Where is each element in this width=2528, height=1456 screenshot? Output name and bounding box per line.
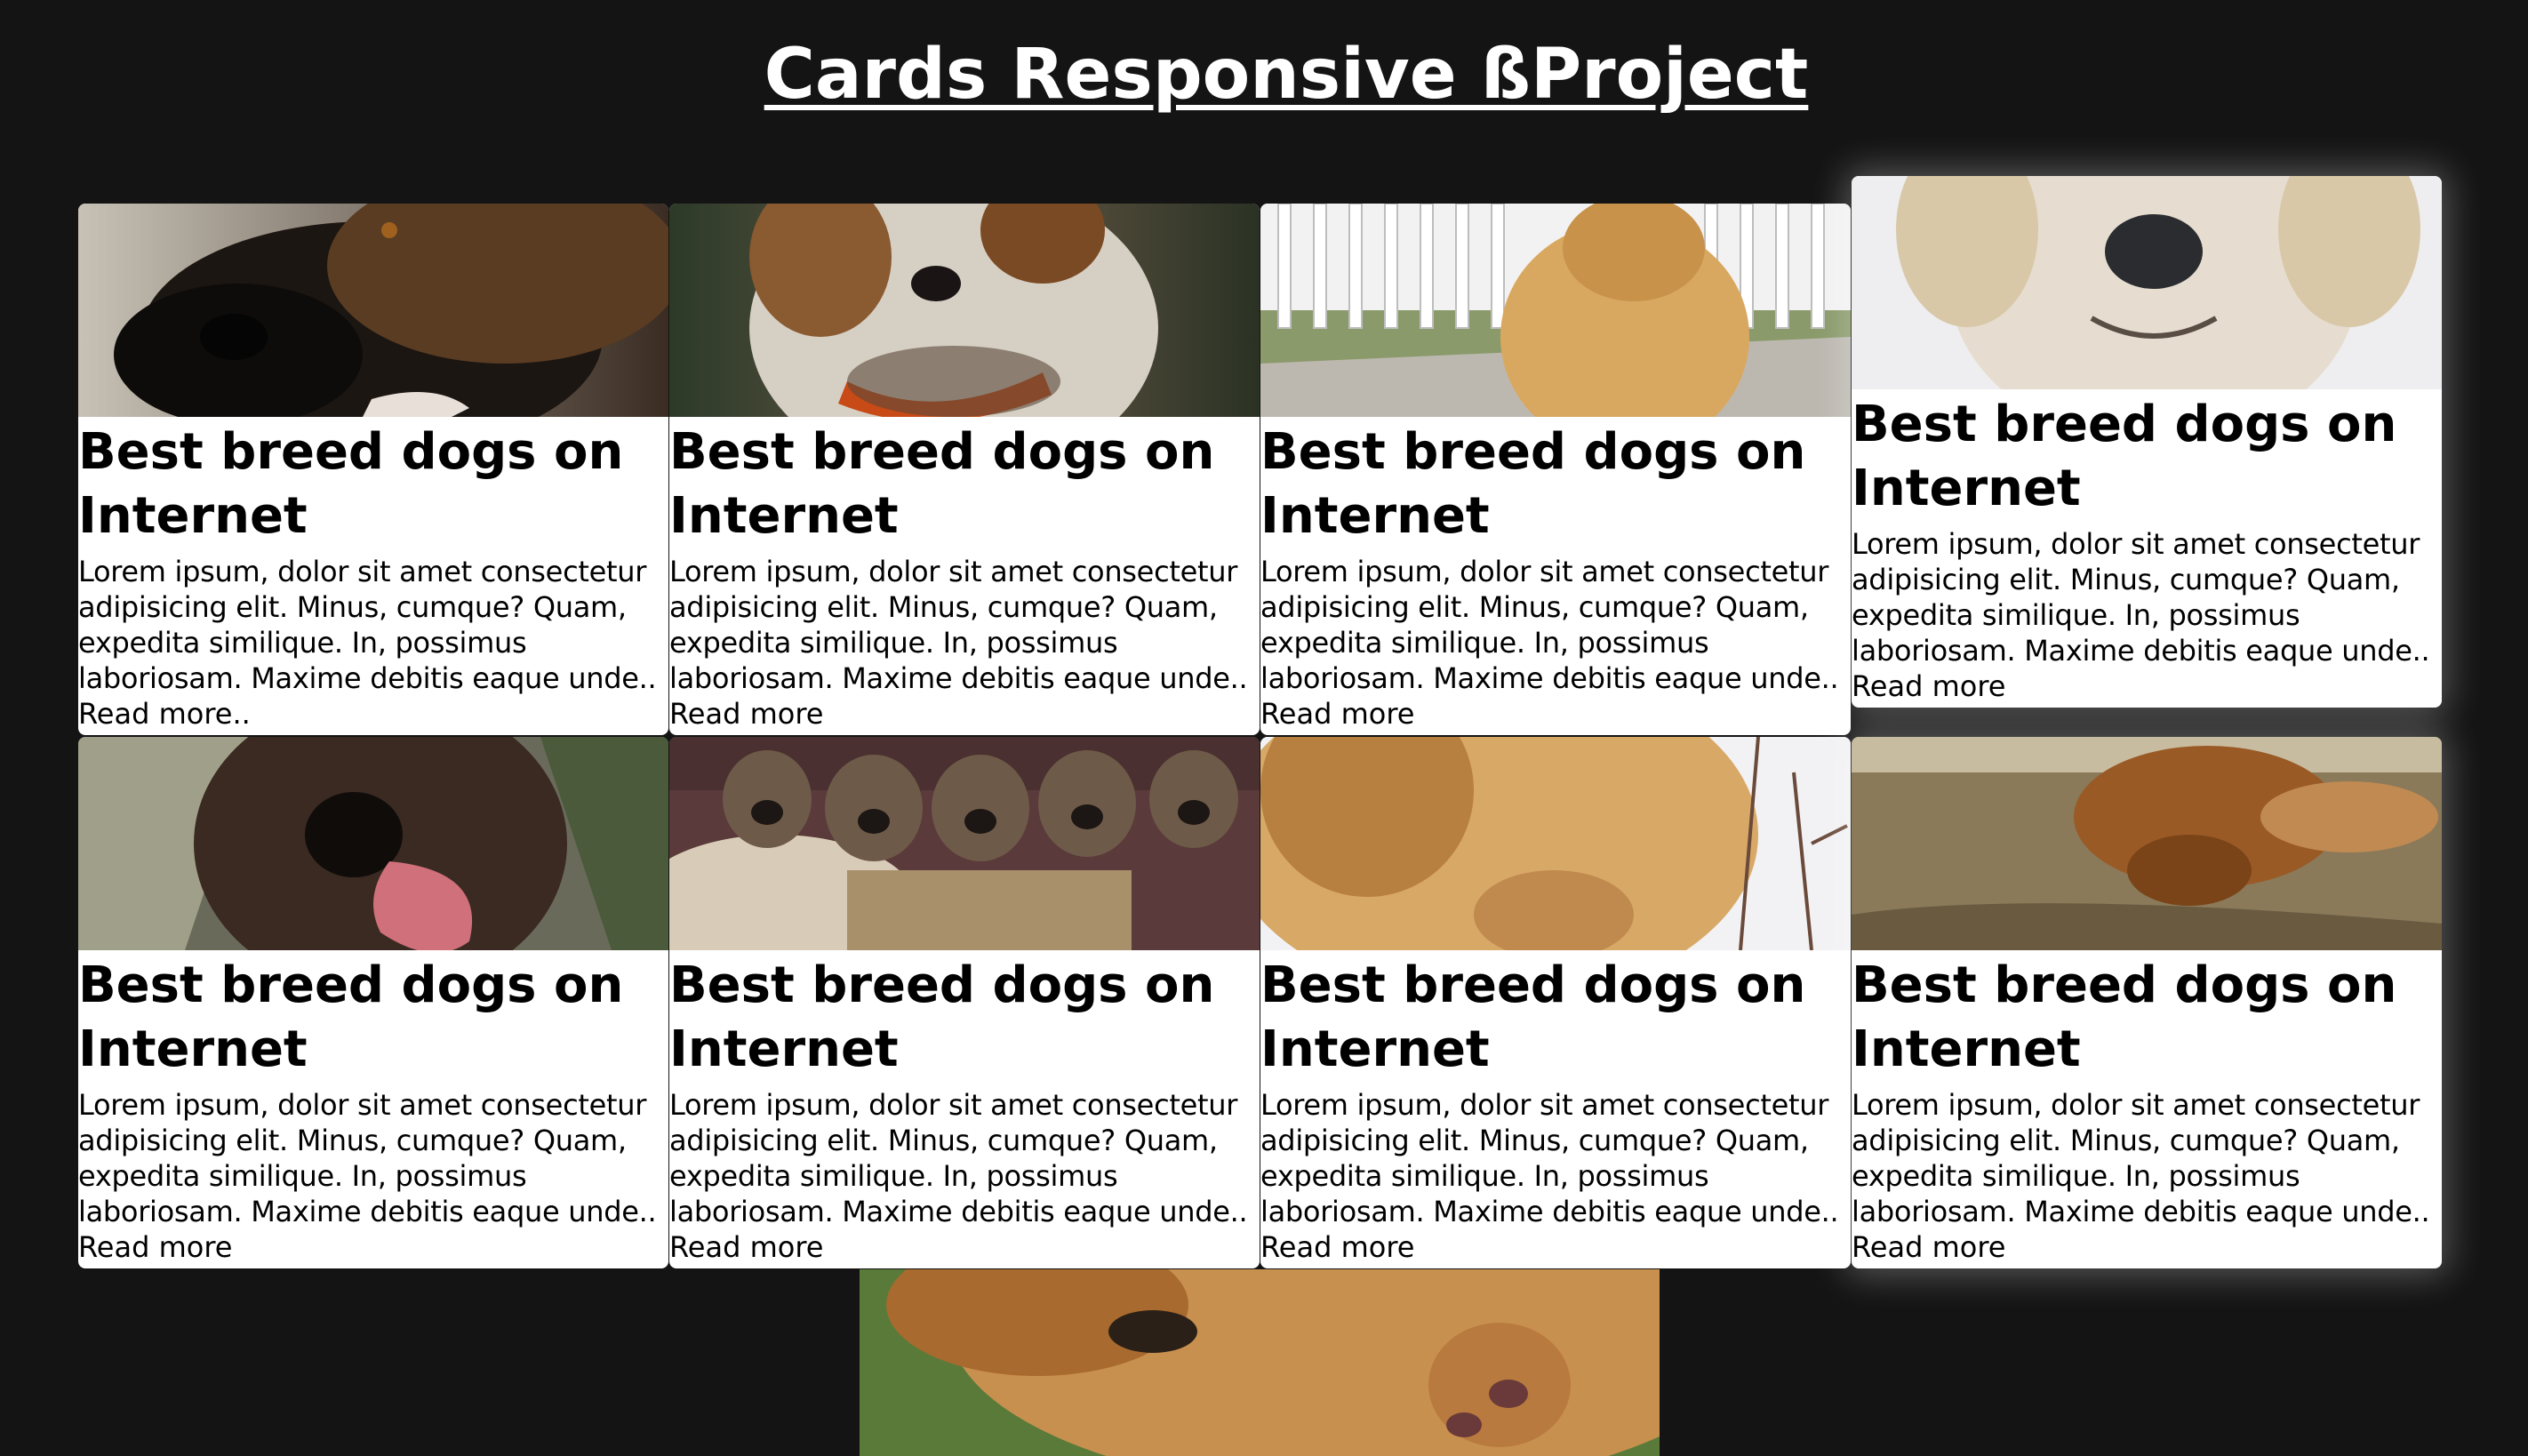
card: Best breed dogs on Internet Lorem ipsum,…: [669, 204, 1260, 735]
white-dog-snow-photo: [1852, 176, 2442, 389]
saint-bernard-photo: [669, 204, 1260, 417]
card-text: Lorem ipsum, dolor sit amet consectetur …: [1260, 1088, 1839, 1228]
card-text: Lorem ipsum, dolor sit amet consectetur …: [78, 555, 657, 695]
card-title: Best breed dogs on Internet: [1852, 396, 2397, 517]
golden-retriever-grass-photo: [860, 1269, 1660, 1456]
card: Best breed dogs on Internet Lorem ipsum,…: [1260, 737, 1851, 1268]
read-more-link[interactable]: Read more: [669, 1230, 824, 1264]
card-title: Best breed dogs on Internet: [78, 956, 624, 1078]
card-text: Lorem ipsum, dolor sit amet consectetur …: [1852, 527, 2430, 668]
brown-dog-tongue-photo: [78, 737, 668, 950]
card: Best breed dogs on Internet Lorem ipsum,…: [78, 204, 668, 735]
card-title: Best breed dogs on Internet: [78, 423, 624, 545]
card-title: Best breed dogs on Internet: [669, 423, 1215, 545]
card-text: Lorem ipsum, dolor sit amet consectetur …: [78, 1088, 657, 1228]
card: Best breed dogs on Internet Lorem ipsum,…: [669, 737, 1260, 1268]
card-title: Best breed dogs on Internet: [669, 956, 1215, 1078]
card: Best breed dogs on Internet Lorem ipsum,…: [78, 737, 668, 1268]
read-more-link[interactable]: Read more..: [78, 697, 251, 731]
read-more-link[interactable]: Read more: [669, 697, 824, 731]
card-title: Best breed dogs on Internet: [1260, 956, 1806, 1078]
read-more-link[interactable]: Read more: [1260, 1230, 1415, 1264]
puppies-basket-photo: [669, 737, 1260, 950]
page-title: Cards Responsive ßProject: [764, 35, 1809, 115]
card-text: Lorem ipsum, dolor sit amet consectetur …: [1852, 1088, 2430, 1228]
card-title: Best breed dogs on Internet: [1260, 423, 1806, 545]
read-more-link[interactable]: Read more: [1852, 1230, 2006, 1264]
card: Best breed dogs on Internet Lorem ipsum,…: [1852, 737, 2442, 1268]
card: Best breed dogs on Internet Lorem ipsum,…: [1260, 204, 1851, 735]
read-more-link[interactable]: Read more: [1852, 669, 2006, 703]
dog-rolling-grass-photo: [1852, 737, 2442, 950]
card: Best breed dogs on Internet Lorem ipsum,…: [1852, 176, 2442, 708]
german-shepherd-photo: [78, 204, 668, 417]
golden-retriever-fence-photo: [1260, 204, 1851, 417]
golden-dog-sniffing-photo: [1260, 737, 1851, 950]
read-more-link[interactable]: Read more: [78, 1230, 233, 1264]
card-text: Lorem ipsum, dolor sit amet consectetur …: [669, 555, 1248, 695]
card-text: Lorem ipsum, dolor sit amet consectetur …: [669, 1088, 1248, 1228]
card-text: Lorem ipsum, dolor sit amet consectetur …: [1260, 555, 1839, 695]
read-more-link[interactable]: Read more: [1260, 697, 1415, 731]
card-title: Best breed dogs on Internet: [1852, 956, 2397, 1078]
